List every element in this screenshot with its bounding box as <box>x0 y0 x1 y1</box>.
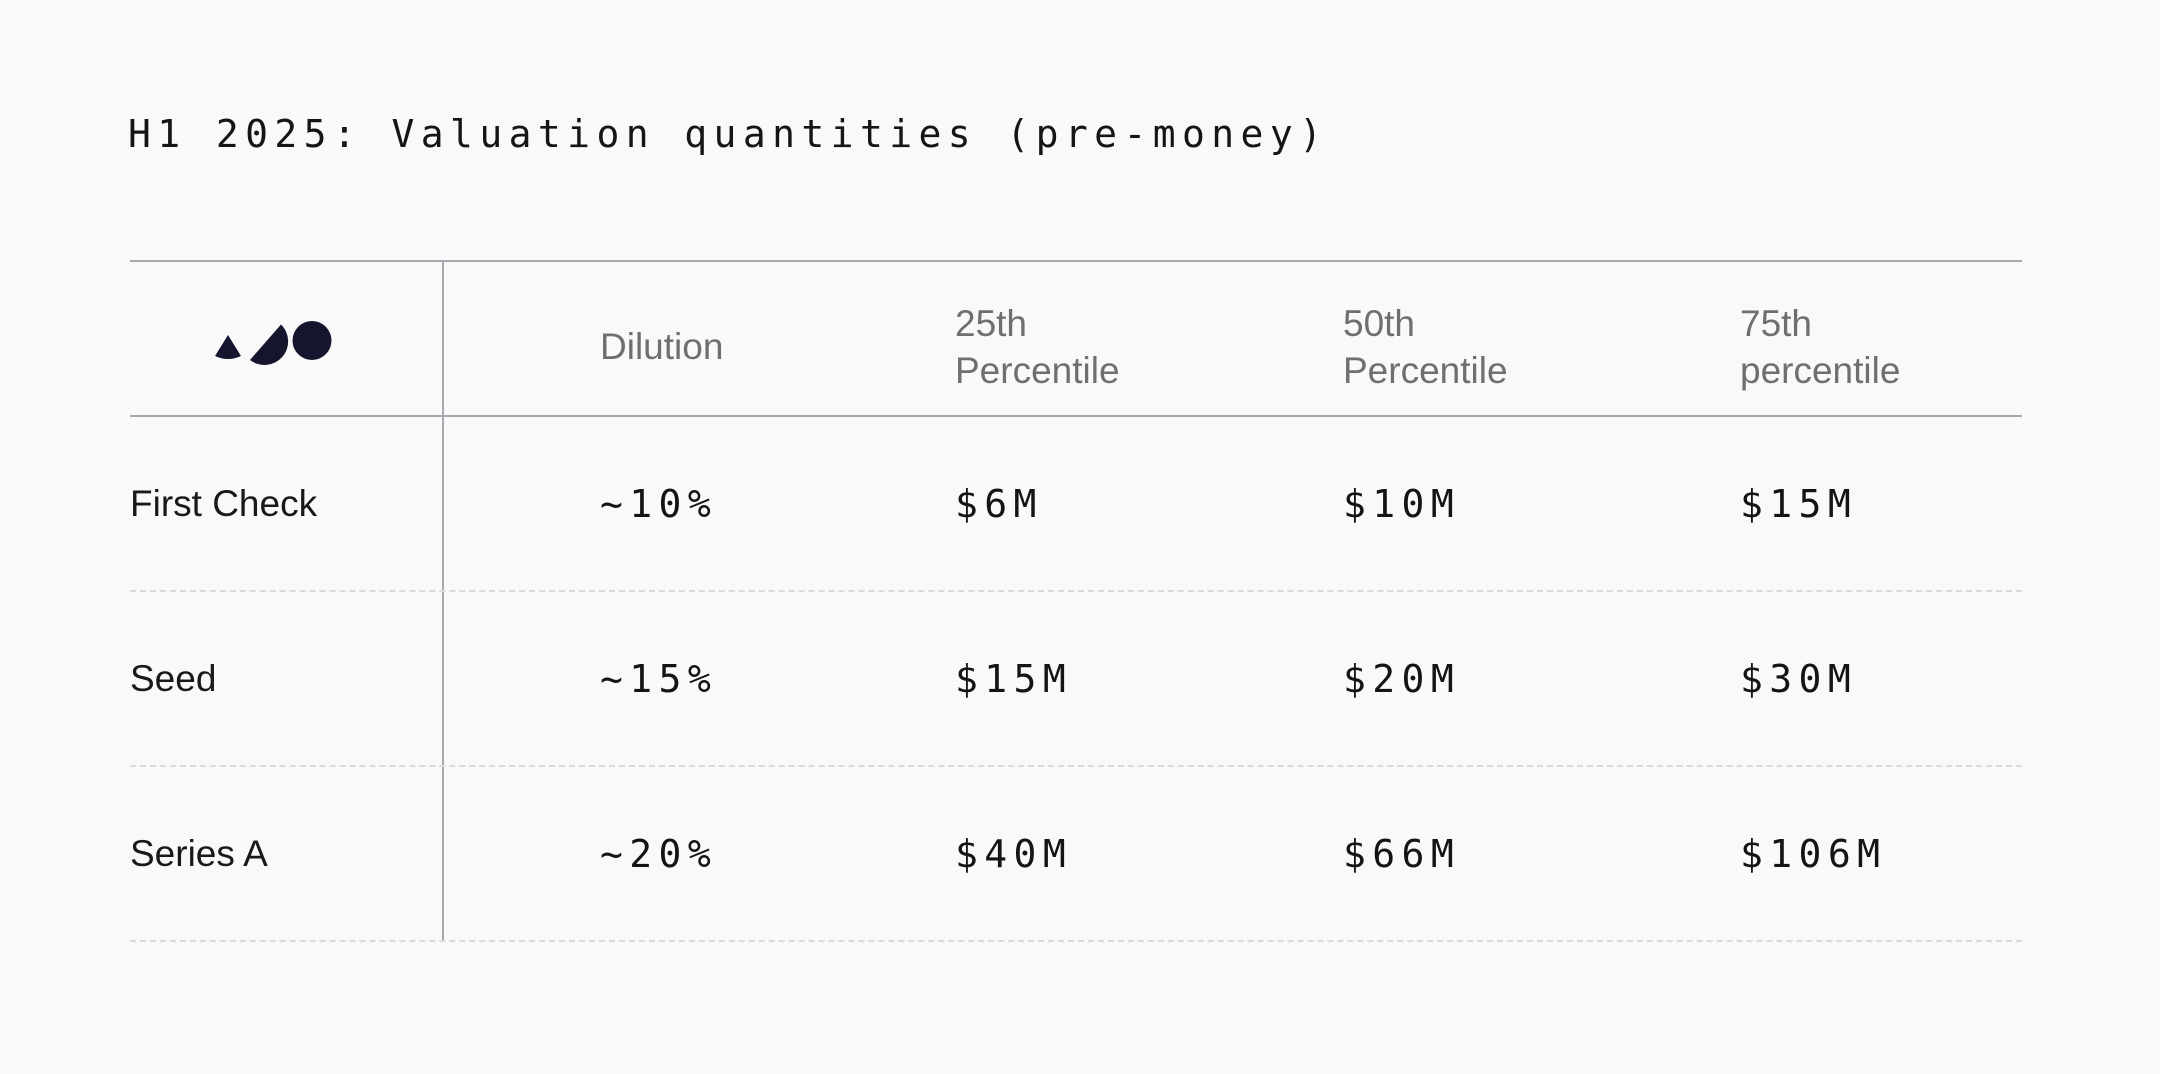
column-header-75th-percentile: 75th percentile <box>1740 302 1901 391</box>
table-row-series-a: Series A ~20% $40M $66M $106M <box>130 767 2022 942</box>
cell-dilution: ~10% <box>442 417 837 590</box>
cell-25th-percentile: $40M <box>955 831 1073 876</box>
cell-75th-percentile: $106M <box>1740 831 1887 876</box>
cell-dilution: ~15% <box>442 592 837 765</box>
table-row-first-check: First Check ~10% $6M $10M $15M <box>130 417 2022 592</box>
table-header-row: Dilution 25th Percentile 50th Percentile… <box>130 260 2022 417</box>
cell-50th-percentile: $66M <box>1343 831 1461 876</box>
row-label: First Check <box>130 482 318 524</box>
valuation-table: Dilution 25th Percentile 50th Percentile… <box>130 260 2022 942</box>
cell-75th-percentile: $15M <box>1740 481 1858 526</box>
full-circle-icon <box>292 320 332 360</box>
cell-75th-percentile: $30M <box>1740 656 1858 701</box>
wedge-icon <box>215 334 241 359</box>
row-label: Series A <box>130 832 268 874</box>
growth-phases-icon <box>215 320 332 365</box>
cell-50th-percentile: $20M <box>1343 656 1461 701</box>
cell-dilution: ~20% <box>442 767 837 940</box>
cell-25th-percentile: $6M <box>955 481 1043 526</box>
row-label: Seed <box>130 657 217 699</box>
cell-25th-percentile: $15M <box>955 656 1073 701</box>
column-header-25th-percentile: 25th Percentile <box>955 302 1120 391</box>
page-title: H1 2025: Valuation quantities (pre-money… <box>128 112 1329 156</box>
column-header-dilution: Dilution <box>442 262 837 415</box>
table-row-seed: Seed ~15% $15M $20M $30M <box>130 592 2022 767</box>
header-cell-stages <box>130 262 442 415</box>
column-header-50th-percentile: 50th Percentile <box>1343 302 1508 391</box>
half-disc-icon <box>250 324 289 365</box>
cell-50th-percentile: $10M <box>1343 481 1461 526</box>
